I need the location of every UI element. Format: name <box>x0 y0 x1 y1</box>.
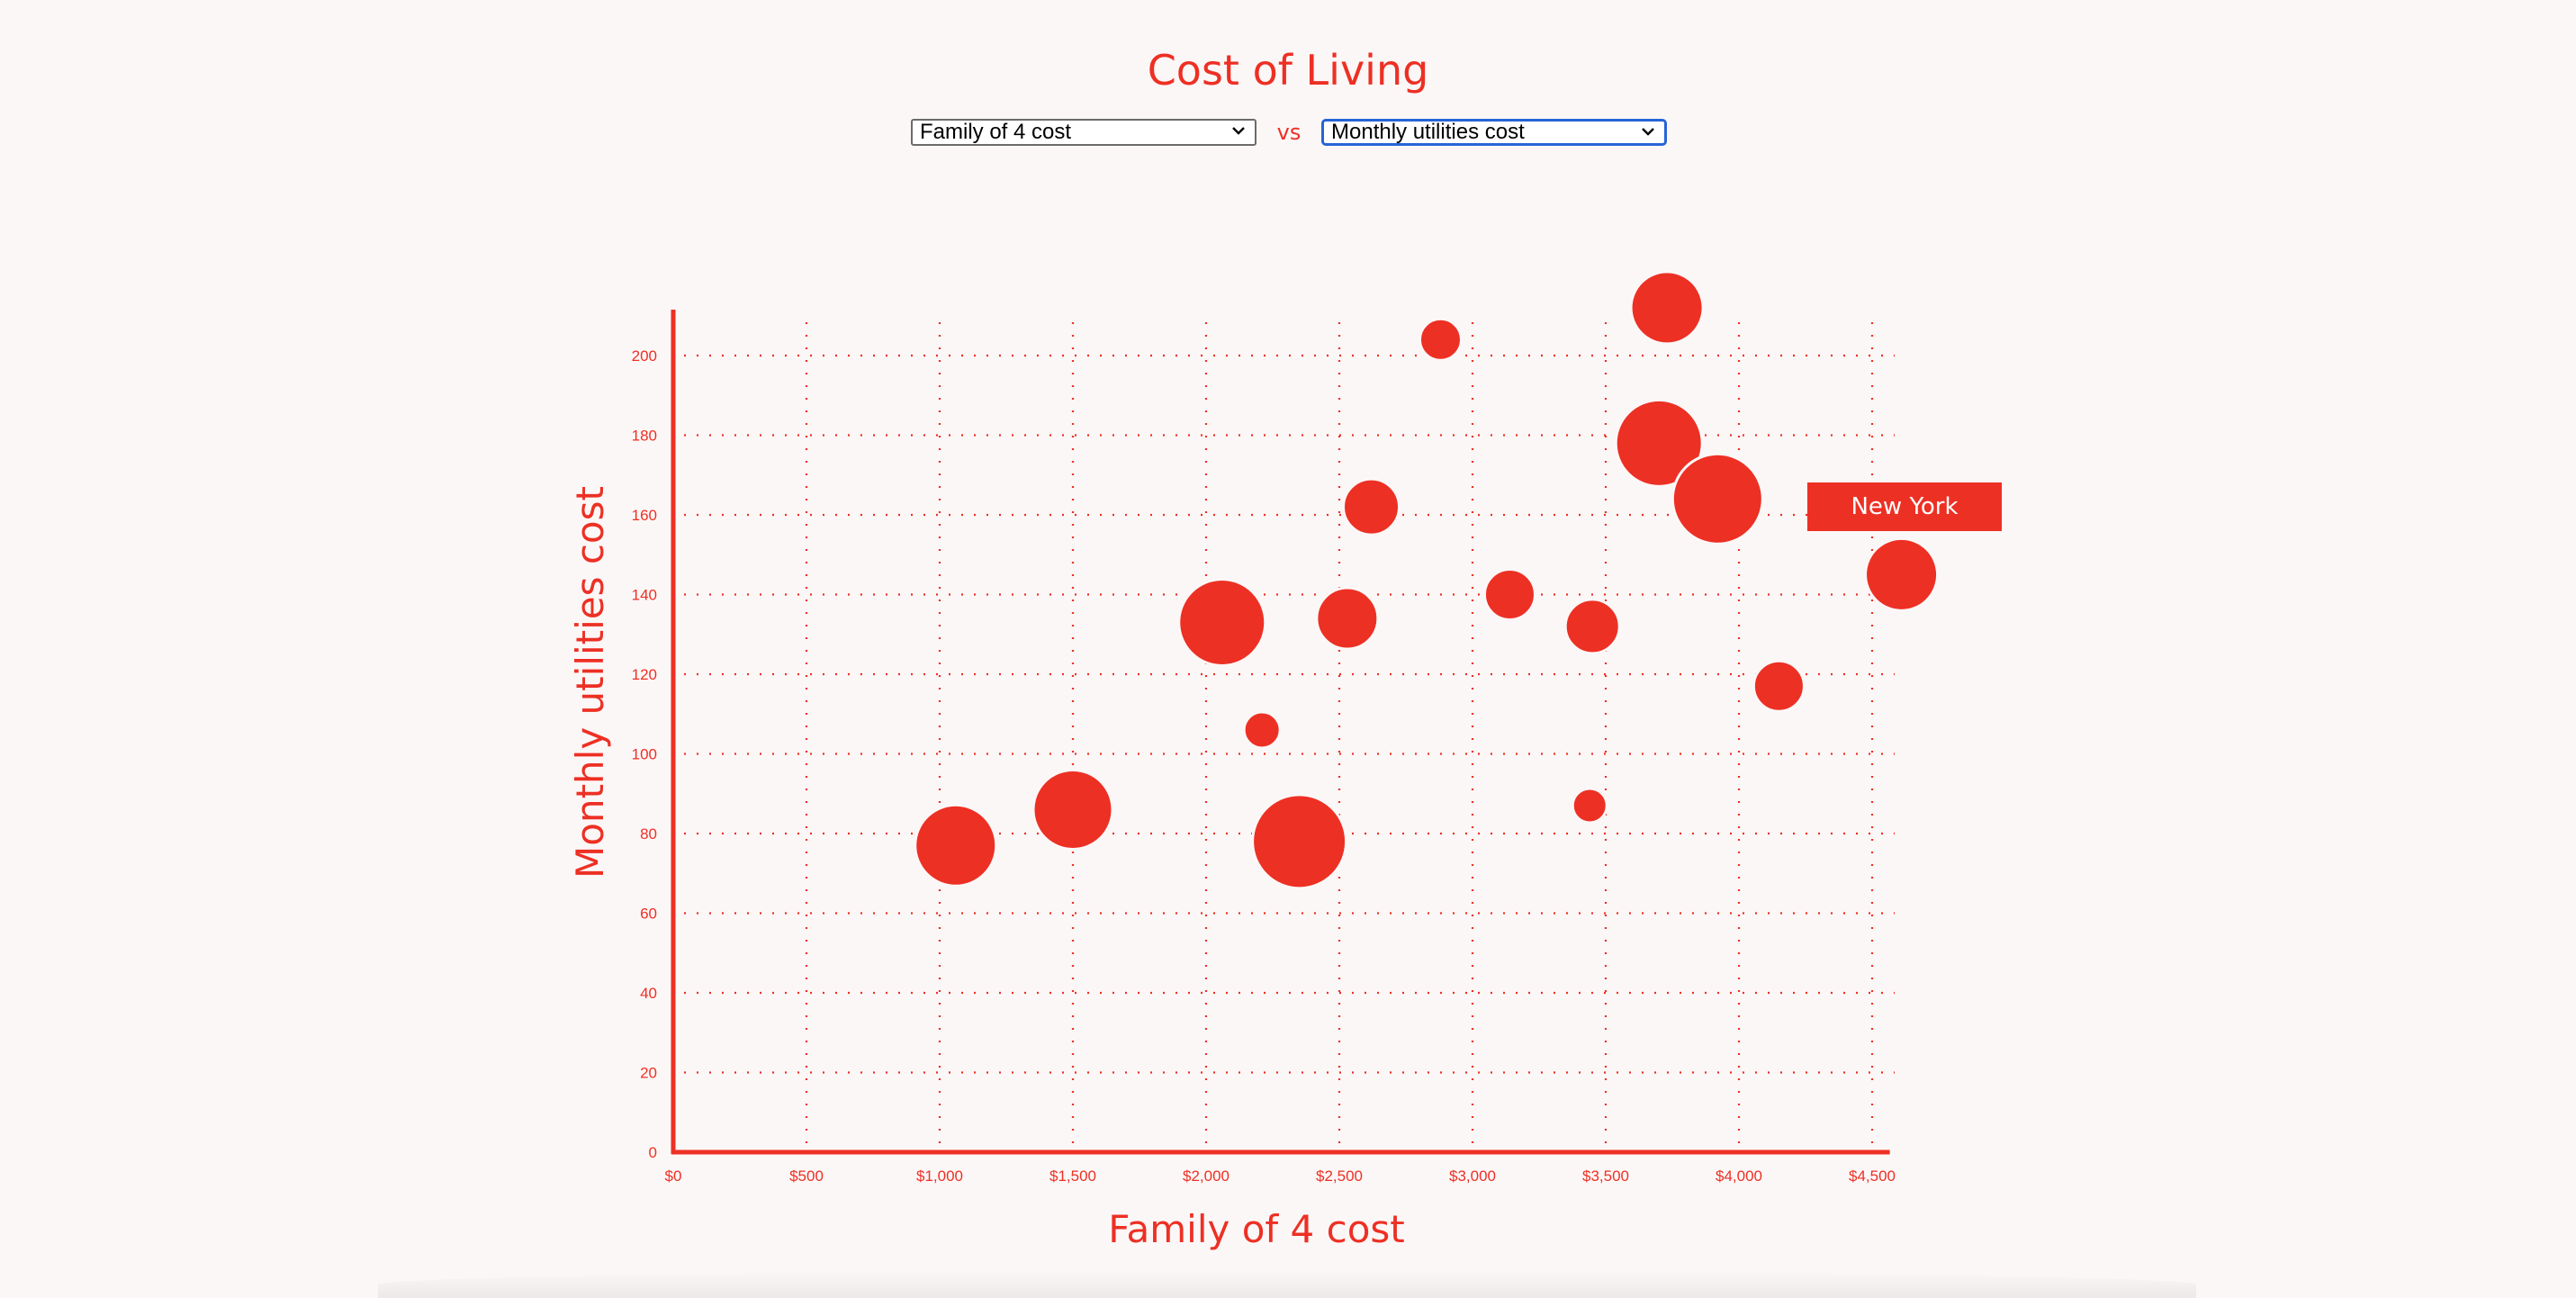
data-points <box>914 270 1940 890</box>
data-point <box>1629 270 1705 346</box>
x-tick-label: $4,000 <box>1716 1167 1762 1185</box>
chart-title: Cost of Living <box>1147 46 1429 95</box>
data-point <box>1242 710 1282 750</box>
x-tick-label: $3,000 <box>1449 1167 1496 1185</box>
chevron-down-icon <box>1232 127 1245 135</box>
axes <box>671 310 1890 1155</box>
y-tick-label: 160 <box>632 507 657 524</box>
x-tick-label: $2,500 <box>1316 1167 1363 1185</box>
y-axis-select[interactable]: Monthly utilities cost <box>1321 119 1667 146</box>
x-tick-label: $0 <box>665 1167 682 1185</box>
x-tick-label: $500 <box>789 1167 824 1185</box>
data-point <box>1563 598 1621 655</box>
axis-selector-bar: Family of 4 cost vs Monthly utilities co… <box>0 119 2576 148</box>
data-point <box>1418 317 1463 362</box>
x-tick-label: $4,500 <box>1849 1167 1896 1185</box>
data-point <box>1177 577 1267 667</box>
y-axis-select-value: Monthly utilities cost <box>1331 120 1525 144</box>
x-tick-label: $1,500 <box>1049 1167 1096 1185</box>
tick-labels: $0 $500 $1,000 $1,500 $2,000 $2,500 $3,000 $3,5… <box>632 347 1896 1185</box>
data-point <box>1671 452 1764 545</box>
x-axis-select[interactable]: Family of 4 cost <box>911 119 1256 146</box>
grid <box>684 322 1895 1152</box>
y-tick-label: 40 <box>640 985 657 1002</box>
y-tick-label: 80 <box>640 825 657 843</box>
data-point <box>1031 768 1114 851</box>
y-tick-label: 180 <box>632 428 657 445</box>
y-tick-label: 0 <box>649 1144 657 1161</box>
data-point <box>1315 586 1380 651</box>
x-tick-label: $2,000 <box>1183 1167 1229 1185</box>
y-tick-label: 120 <box>632 666 657 683</box>
footer-shadow <box>378 1271 2196 1298</box>
data-point <box>1571 787 1608 825</box>
data-point <box>1614 398 1704 488</box>
point-tooltip: New York <box>1807 482 2002 531</box>
x-tick-label: $3,500 <box>1582 1167 1629 1185</box>
y-tick-label: 60 <box>640 906 657 923</box>
y-tick-label: 100 <box>632 746 657 763</box>
x-tick-label: $1,000 <box>916 1167 963 1185</box>
y-tick-label: 140 <box>632 587 657 604</box>
vs-label: vs <box>1276 120 1302 145</box>
data-point <box>1482 568 1536 621</box>
y-tick-label: 200 <box>632 347 657 365</box>
chevron-down-icon <box>1642 128 1654 136</box>
data-point <box>1752 659 1806 713</box>
data-point <box>914 803 998 888</box>
data-point <box>1251 793 1348 890</box>
x-axis-title: Family of 4 cost <box>1108 1207 1405 1251</box>
data-point-new-york <box>1864 536 1940 612</box>
y-tick-label: 20 <box>640 1065 657 1082</box>
data-point <box>1342 477 1401 536</box>
x-axis-select-value: Family of 4 cost <box>920 120 1072 144</box>
y-axis-title: Monthly utilities cost <box>568 486 612 879</box>
